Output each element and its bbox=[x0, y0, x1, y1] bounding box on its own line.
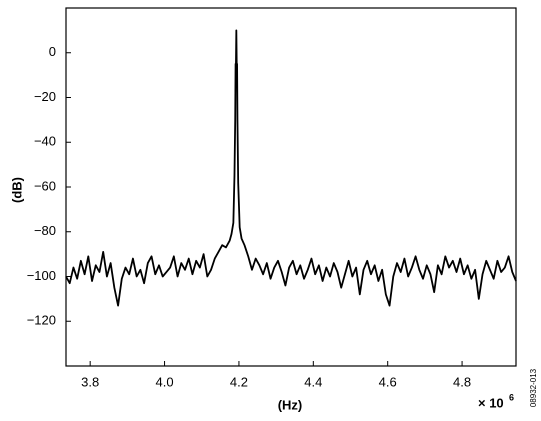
y-tick-label: 0 bbox=[49, 44, 56, 59]
plot-frame bbox=[65, 7, 517, 367]
y-tick-label: −100 bbox=[27, 268, 56, 283]
x-tick-label: 4.6 bbox=[379, 374, 397, 389]
y-axis-label: (dB) bbox=[9, 177, 24, 203]
y-tick-label: −40 bbox=[34, 134, 56, 149]
x-axis-label: (Hz) bbox=[278, 397, 303, 412]
y-tick-label: −20 bbox=[34, 89, 56, 104]
x-scale-label: × 10 bbox=[478, 395, 504, 410]
x-tick-label: 4.0 bbox=[156, 374, 174, 389]
x-tick-label: 4.8 bbox=[453, 374, 471, 389]
spectrum-line bbox=[65, 29, 517, 307]
y-tick-label: −120 bbox=[27, 313, 56, 328]
x-tick-label: 4.2 bbox=[230, 374, 248, 389]
y-tick-label: −80 bbox=[34, 223, 56, 238]
y-tick-label: −60 bbox=[34, 178, 56, 193]
x-tick-label: 3.8 bbox=[81, 374, 99, 389]
x-tick-label: 4.4 bbox=[304, 374, 322, 389]
figure-id: 08932-013 bbox=[529, 368, 538, 407]
x-scale-exponent: 6 bbox=[509, 392, 514, 402]
